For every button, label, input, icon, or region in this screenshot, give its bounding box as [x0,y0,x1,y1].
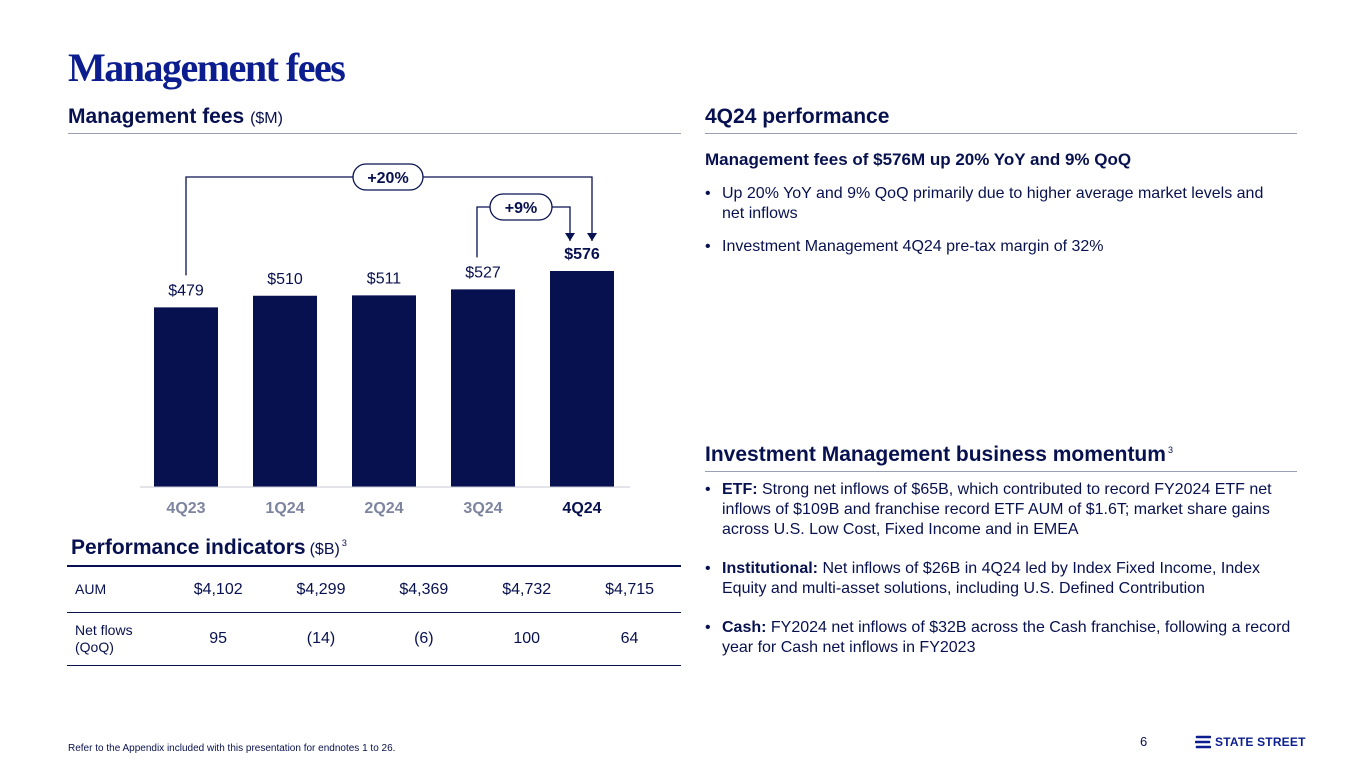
state-street-logo: STATE STREET [1195,734,1306,750]
bullet-text: Net inflows of $26B in 4Q24 led by Index… [722,560,1261,597]
list-item: Up 20% YoY and 9% QoQ primarily due to h… [705,184,1280,224]
flows-3q24: 100 [475,612,579,666]
bar-2q24 [352,295,416,487]
bar-4q23 [154,307,218,487]
bar-3q24 [451,289,515,487]
aum-4q23: $4,102 [166,565,270,613]
flows-2q24: (6) [372,612,476,666]
value-label-3q24: $527 [465,264,501,281]
perf-subheading: Management fees of $576M up 20% YoY and … [705,150,1132,169]
growth-label-2: +9% [505,200,537,217]
page-title: Management fees [68,45,346,90]
chart-heading: Management fees ($M) [68,105,283,129]
category-label-1q24: 1Q24 [265,500,304,517]
perf-bullets: Up 20% YoY and 9% QoQ primarily due to h… [705,184,1280,270]
flows-4q23: 95 [166,612,270,666]
list-item-institutional: Institutional: Net inflows of $26B in 4Q… [705,559,1295,599]
bullet-label: Institutional: [722,560,818,577]
aum-4q24: $4,715 [578,565,681,613]
value-label-4q23: $479 [168,282,204,299]
perf-heading: 4Q24 performance [705,105,890,128]
chart-heading-divider [68,133,681,134]
list-item-etf: ETF: Strong net inflows of $65B, which c… [705,480,1295,540]
category-label-4q23: 4Q23 [166,500,205,517]
arrowhead-icon [565,233,575,241]
category-label-4q24: 4Q24 [562,500,601,517]
momentum-heading-divider [705,471,1297,472]
indicators-heading-text: Performance indicators [71,536,306,559]
aum-2q24: $4,369 [372,565,476,613]
aum-3q24: $4,732 [475,565,579,613]
table-row-net-flows: Net flows (QoQ) 95 (14) (6) 100 64 [67,612,681,666]
indicators-unit: ($B) [309,541,340,558]
management-fees-chart: $479 4Q23 $510 1Q24 $511 2Q24 $527 3Q24 $576 4Q24… [140,163,630,517]
value-label-2q24: $511 [367,270,402,287]
growth-bracket-1 [185,176,593,276]
perf-heading-divider [705,133,1297,134]
row-label-line2: (QoQ) [75,639,114,655]
aum-1q24: $4,299 [269,565,373,613]
arrowhead-icon [587,233,597,241]
bar-4q24 [550,271,614,487]
bullet-label: Cash: [722,619,767,636]
growth-pill-1 [352,163,424,191]
chart-heading-unit: ($M) [250,110,283,127]
value-label-4q24: $576 [564,246,600,263]
bullet-text: FY2024 net inflows of $32B across the Ca… [722,619,1291,656]
flows-4q24: 64 [578,612,681,666]
logo-text: STATE STREET [1215,735,1306,749]
list-item-cash: Cash: FY2024 net inflows of $32B across … [705,618,1295,658]
indicators-heading: Performance indicators ($B) 3 [71,536,347,560]
growth-pill-2 [489,193,553,221]
momentum-bullets: ETF: Strong net inflows of $65B, which c… [705,480,1295,677]
page-number: 6 [1140,734,1148,749]
chart-heading-text: Management fees [68,105,245,128]
indicators-endnote: 3 [341,538,347,548]
growth-label-1: +20% [367,170,408,187]
row-label-aum: AUM [67,565,167,613]
value-label-1q24: $510 [267,271,303,288]
flows-1q24: (14) [269,612,373,666]
footnote: Refer to the Appendix included with this… [68,743,396,754]
bullet-text: Strong net inflows of $65B, which contri… [722,481,1272,538]
momentum-heading-text: Investment Management business momentum [705,443,1166,466]
logo-mark-icon [1195,735,1211,749]
table-row-aum: AUM $4,102 $4,299 $4,369 $4,732 $4,715 [67,565,681,613]
category-label-2q24: 2Q24 [364,500,403,517]
momentum-endnote: 3 [1167,445,1173,455]
row-label-net-flows: Net flows (QoQ) [67,612,167,666]
row-label-line1: Net flows [75,622,133,638]
list-item: Investment Management 4Q24 pre-tax margi… [705,237,1280,257]
momentum-heading: Investment Management business momentum 3 [705,443,1173,467]
bullet-label: ETF: [722,481,758,498]
bar-1q24 [253,295,317,487]
indicators-table: AUM $4,102 $4,299 $4,369 $4,732 $4,715 N… [67,565,681,666]
category-label-3q24: 3Q24 [463,500,502,517]
